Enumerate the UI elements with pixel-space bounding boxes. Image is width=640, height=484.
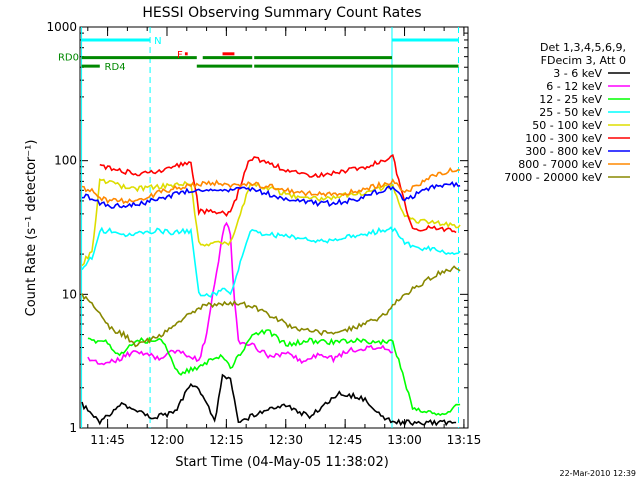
legend-label: 50 - 100 keV	[532, 119, 602, 132]
flag-label-rd4: RD4	[105, 62, 126, 73]
x-tick-label: 12:30	[268, 433, 303, 447]
y-tick-label: 100	[54, 154, 77, 168]
x-tick-label: 13:00	[387, 433, 422, 447]
series-line-3-6-kev	[81, 373, 457, 427]
series-line-800-7000-kev	[81, 166, 461, 205]
y-tick-label: 1000	[46, 20, 77, 34]
x-tick-label: 12:45	[328, 433, 363, 447]
legend-header-line-1: Det 1,3,4,5,6,9,	[540, 41, 626, 54]
y-axis-label: Count Rate (s⁻¹ detector⁻¹)	[24, 140, 39, 317]
plot-area: 1 10 100 1000 11:45 12:00 12:15 12:30 12:45 13:00…	[46, 20, 481, 447]
legend-label: 25 - 50 keV	[539, 106, 602, 119]
legend-label: 800 - 7000 keV	[518, 158, 602, 171]
legend-label: 3 - 6 keV	[553, 67, 602, 80]
legend-header-line-2: FDecim 3, Att 0	[541, 54, 626, 67]
legend-label: 100 - 300 keV	[525, 132, 602, 145]
series-line-50-100-kev	[81, 178, 461, 267]
y-tick-label: 1	[69, 421, 77, 435]
flag-label-f: F	[177, 50, 183, 61]
series-line-6-12-kev	[87, 221, 393, 366]
timestamp: 22-Mar-2010 12:39	[559, 469, 637, 478]
y-tick-label: 10	[62, 287, 77, 301]
x-tick-label: 13:15	[447, 433, 482, 447]
flag-label-n: N	[154, 36, 161, 47]
series-line-25-50-kev	[81, 226, 461, 298]
x-axis-label: Start Time (04-May-05 11:38:02)	[175, 455, 389, 470]
legend-label: 7000 - 20000 keV	[504, 171, 602, 184]
x-tick-label: 12:00	[150, 433, 185, 447]
series-line-12-25-kev	[87, 328, 461, 416]
series-line-7000-20000-kev	[81, 265, 461, 348]
legend-label: 300 - 800 keV	[525, 145, 602, 158]
chart-title: HESSI Observing Summary Count Rates	[142, 5, 421, 21]
series-line-100-300-kev	[99, 154, 457, 234]
flag-label-rd0: RD0	[58, 53, 79, 64]
legend-label: 6 - 12 keV	[546, 80, 602, 93]
x-tick-label: 12:15	[209, 433, 244, 447]
legend-label: 12 - 25 keV	[539, 93, 602, 106]
x-tick-label: 11:45	[90, 433, 125, 447]
series-line-300-800-kev	[81, 180, 461, 209]
plot-frame	[79, 26, 469, 429]
